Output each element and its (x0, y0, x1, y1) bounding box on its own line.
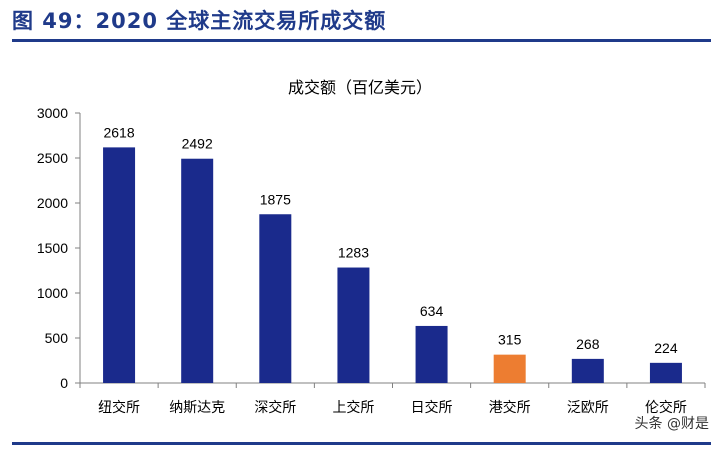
y-tick-label: 2500 (37, 150, 68, 166)
top-rule (12, 39, 711, 42)
category-label: 上交所 (332, 399, 374, 416)
category-label: 纳斯达克 (169, 400, 225, 416)
category-label: 深交所 (254, 399, 296, 416)
figure-title: 图 49：2020 全球主流交易所成交额 (12, 9, 387, 33)
data-label: 1875 (260, 191, 291, 207)
category-label: 纽交所 (98, 399, 140, 416)
y-tick-label: 3000 (37, 105, 68, 121)
bar (337, 267, 370, 383)
category-label: 泛欧所 (567, 400, 609, 416)
y-tick-label: 0 (60, 375, 68, 391)
category-label: 伦交所 (645, 399, 687, 416)
chart-title: 成交额（百亿美元） (288, 78, 432, 97)
chart-bars (103, 147, 682, 383)
data-label: 2618 (103, 124, 134, 140)
chart-axes: 0 500 1000 1500 2000 2500 3000 (37, 105, 706, 391)
bottom-rule (12, 442, 711, 445)
bar (493, 354, 526, 383)
category-label: 港交所 (489, 399, 531, 416)
chart-labels: 2618 纽交所 2492 纳斯达克 1875 深交所 1283 上交所 634 日交所 315 港交… (98, 124, 687, 416)
bar (103, 147, 136, 383)
watermark: 头条 @财是 (634, 416, 709, 432)
data-label: 2492 (182, 136, 213, 152)
bar (571, 358, 604, 383)
data-label: 268 (576, 336, 600, 352)
data-label: 224 (654, 340, 678, 356)
bar (181, 158, 214, 383)
bar (415, 325, 448, 383)
y-tick-label: 1000 (37, 285, 68, 301)
bar (259, 214, 292, 383)
y-tick-label: 2000 (37, 195, 68, 211)
category-label: 日交所 (411, 399, 453, 416)
data-label: 634 (420, 303, 444, 319)
y-tick-label: 1500 (37, 240, 68, 256)
bar (649, 362, 682, 383)
y-tick-label: 500 (45, 330, 69, 346)
data-label: 315 (498, 332, 522, 348)
data-label: 1283 (338, 245, 369, 261)
